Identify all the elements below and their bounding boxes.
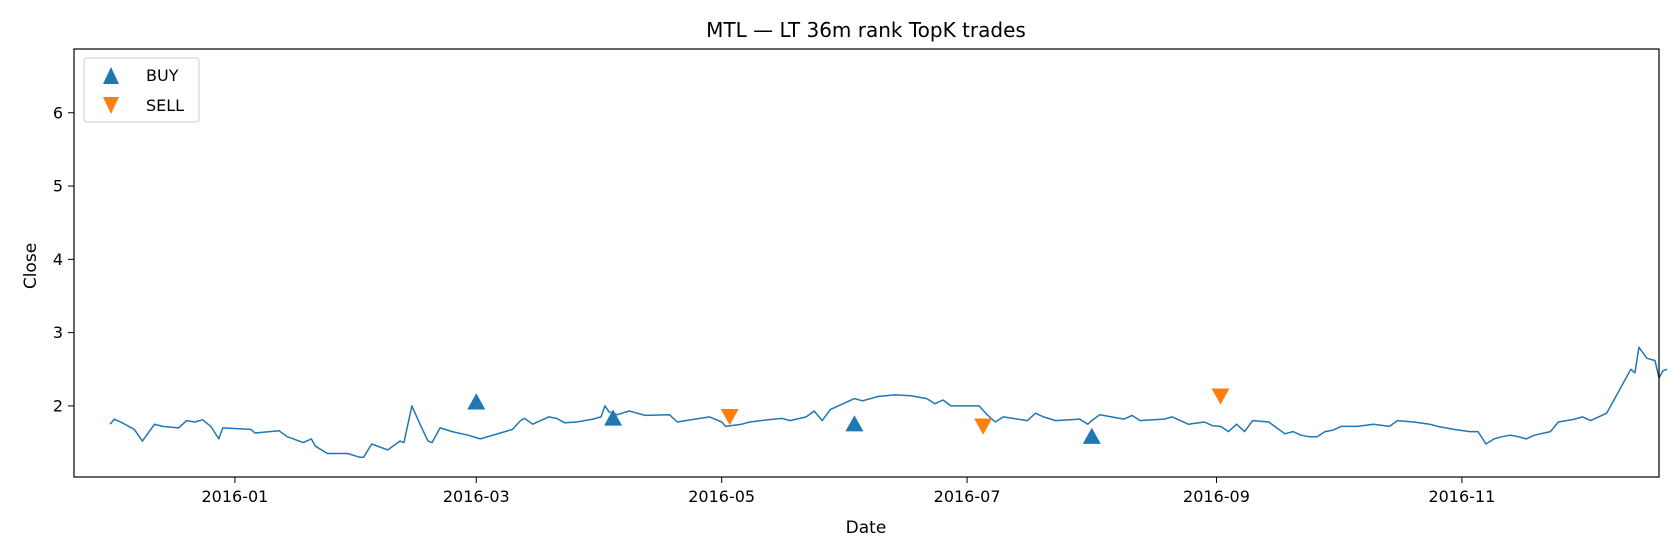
y-tick-label: 6 <box>53 103 63 122</box>
y-tick-label: 2 <box>53 396 63 415</box>
legend-buy-label: BUY <box>146 66 179 85</box>
plot-area <box>109 346 1668 458</box>
x-tick-label: 2016-05 <box>688 487 755 506</box>
buy-marker <box>604 409 623 426</box>
sell-marker <box>1211 388 1230 405</box>
sell-marker <box>974 418 993 435</box>
sell-marker <box>720 408 739 426</box>
x-tick-label: 2016-09 <box>1183 487 1250 506</box>
y-axis: 2 3 4 5 6 <box>53 103 74 415</box>
x-tick-label: 2016-01 <box>201 487 268 506</box>
chart-title: MTL — LT 36m rank TopK trades <box>706 18 1026 42</box>
y-tick-label: 4 <box>53 250 63 269</box>
legend: BUY SELL <box>83 57 200 123</box>
legend-sell-label: SELL <box>146 96 184 115</box>
y-tick-label: 5 <box>53 177 63 196</box>
buy-marker <box>845 415 864 432</box>
x-axis-label: Date <box>846 518 887 538</box>
y-axis-label: Close <box>21 243 41 289</box>
x-tick-label: 2016-11 <box>1428 487 1495 506</box>
legend-buy-marker <box>103 67 119 84</box>
close-price-line <box>109 346 1668 458</box>
x-tick-label: 2016-07 <box>934 487 1001 506</box>
y-tick-label: 3 <box>53 323 63 342</box>
buy-marker <box>467 393 486 410</box>
x-axis: 2016-01 2016-03 2016-05 2016-07 2016-09 2016-… <box>201 477 1495 506</box>
x-tick-label: 2016-03 <box>443 487 510 506</box>
buy-marker <box>1082 427 1101 444</box>
legend-sell-marker <box>103 97 119 114</box>
plot-frame <box>73 48 1660 478</box>
